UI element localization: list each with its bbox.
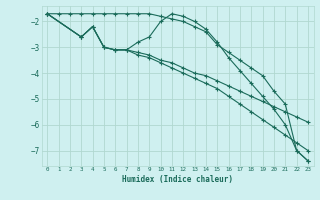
X-axis label: Humidex (Indice chaleur): Humidex (Indice chaleur) (122, 175, 233, 184)
